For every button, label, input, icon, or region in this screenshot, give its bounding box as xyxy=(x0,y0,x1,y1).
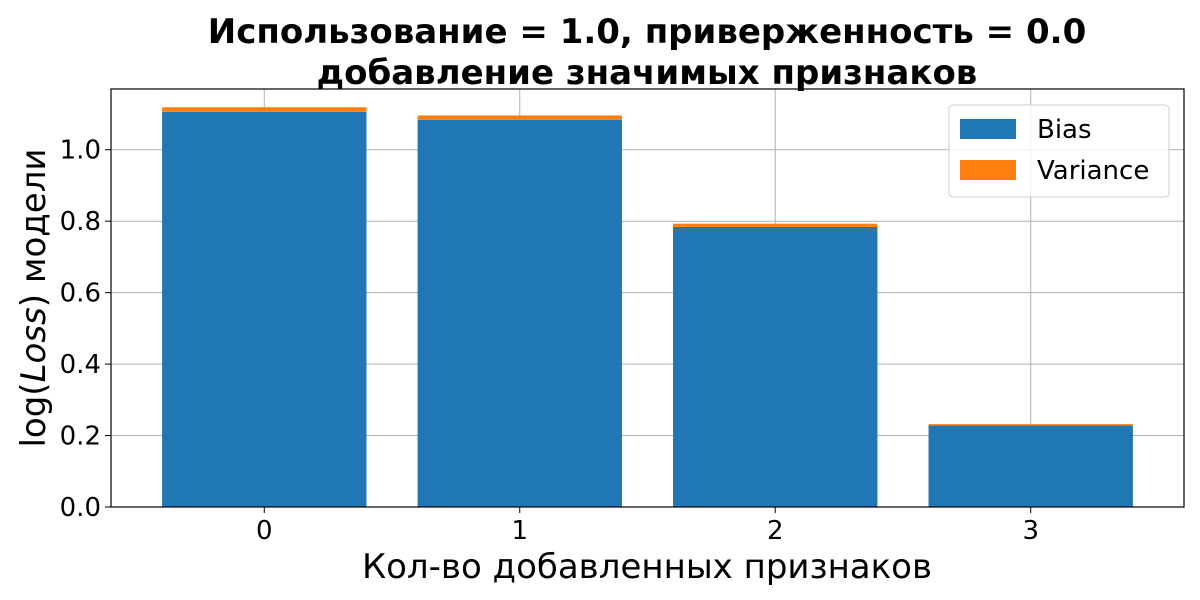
y-axis-label: log(Loss) модели xyxy=(14,148,54,447)
x-tick-label: 1 xyxy=(511,516,528,546)
bar-variance-2 xyxy=(673,223,878,227)
x-ticks: 0 1 2 3 xyxy=(256,507,1039,546)
y-tick-label: 0.8 xyxy=(60,207,101,237)
legend-swatch-bias xyxy=(960,119,1016,139)
bar-variance-0 xyxy=(162,107,367,112)
x-tick-label: 2 xyxy=(767,516,784,546)
bar-variance-1 xyxy=(417,115,622,120)
legend-label-bias: Bias xyxy=(1037,115,1092,145)
bars-layer xyxy=(162,107,1133,507)
y-tick-label: 0.2 xyxy=(60,422,101,452)
chart-title-line-1: Использование = 1.0, приверженность = 0.… xyxy=(208,12,1087,52)
x-tick-label: 0 xyxy=(256,516,273,546)
plot-frame xyxy=(110,88,1185,508)
bar-bias-3 xyxy=(928,425,1133,507)
x-tick-label: 3 xyxy=(1022,516,1039,546)
y-tick-label: 1.0 xyxy=(60,136,101,166)
y-axis-label-prefix: log( xyxy=(14,382,54,447)
y-axis-label-suffix: ) модели xyxy=(14,148,54,307)
bar-bias-0 xyxy=(162,111,367,507)
y-tick-label: 0.4 xyxy=(60,350,101,380)
bar-bias-1 xyxy=(417,119,622,507)
chart-title-line-2: добавление значимых признаков xyxy=(317,53,978,93)
y-axis-label-italic: Loss xyxy=(14,307,54,382)
y-ticks: 0.0 0.2 0.4 0.6 0.8 1.0 xyxy=(60,136,111,523)
y-tick-label: 0.0 xyxy=(60,493,101,523)
legend-label-variance: Variance xyxy=(1037,156,1149,186)
bar-bias-2 xyxy=(673,226,878,507)
bar-variance-3 xyxy=(928,424,1133,426)
legend: Bias Variance xyxy=(948,104,1170,198)
legend-swatch-variance xyxy=(960,160,1016,180)
y-tick-label: 0.6 xyxy=(60,279,101,309)
x-axis-label: Кол-во добавленных признаков xyxy=(362,547,932,587)
